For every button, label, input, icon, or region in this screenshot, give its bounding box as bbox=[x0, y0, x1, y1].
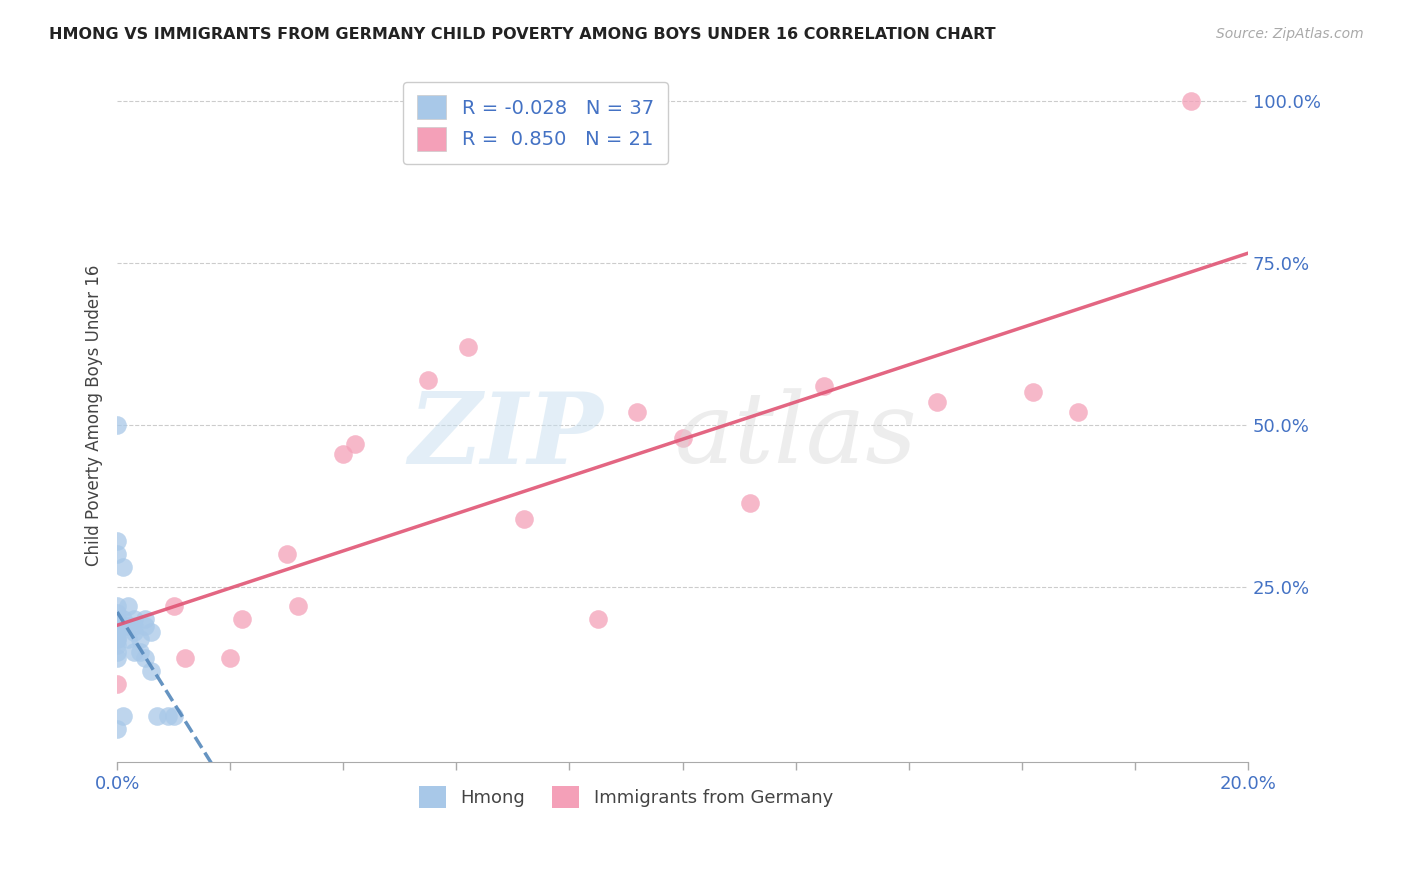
Point bbox=[105, 723, 128, 737]
Point bbox=[111, 612, 134, 626]
Point bbox=[105, 632, 128, 646]
Point bbox=[122, 618, 145, 632]
Point bbox=[105, 651, 128, 665]
Point bbox=[671, 431, 693, 445]
Point bbox=[105, 645, 128, 659]
Point bbox=[117, 618, 139, 632]
Point bbox=[105, 677, 128, 691]
Point bbox=[111, 709, 134, 723]
Point bbox=[122, 625, 145, 640]
Point bbox=[145, 709, 167, 723]
Point bbox=[157, 709, 180, 723]
Point bbox=[111, 560, 134, 574]
Point bbox=[1180, 94, 1202, 108]
Point bbox=[457, 340, 479, 354]
Point bbox=[513, 512, 536, 526]
Point bbox=[219, 651, 242, 665]
Point bbox=[134, 618, 156, 632]
Point bbox=[105, 417, 128, 432]
Point bbox=[117, 632, 139, 646]
Point bbox=[174, 651, 197, 665]
Point bbox=[105, 612, 128, 626]
Point bbox=[813, 379, 835, 393]
Point bbox=[122, 645, 145, 659]
Point bbox=[163, 709, 186, 723]
Point bbox=[626, 405, 648, 419]
Point bbox=[105, 599, 128, 614]
Point bbox=[134, 651, 156, 665]
Text: HMONG VS IMMIGRANTS FROM GERMANY CHILD POVERTY AMONG BOYS UNDER 16 CORRELATION C: HMONG VS IMMIGRANTS FROM GERMANY CHILD P… bbox=[49, 27, 995, 42]
Y-axis label: Child Poverty Among Boys Under 16: Child Poverty Among Boys Under 16 bbox=[86, 264, 103, 566]
Point bbox=[586, 612, 609, 626]
Point bbox=[134, 612, 156, 626]
Text: Source: ZipAtlas.com: Source: ZipAtlas.com bbox=[1216, 27, 1364, 41]
Legend: Hmong, Immigrants from Germany: Hmong, Immigrants from Germany bbox=[412, 779, 841, 815]
Point bbox=[117, 599, 139, 614]
Point bbox=[111, 618, 134, 632]
Point bbox=[105, 632, 128, 646]
Point bbox=[105, 618, 128, 632]
Point bbox=[128, 632, 150, 646]
Point bbox=[122, 612, 145, 626]
Point bbox=[139, 664, 162, 678]
Point bbox=[105, 612, 128, 626]
Point bbox=[276, 548, 298, 562]
Point bbox=[416, 372, 439, 386]
Point bbox=[1067, 405, 1090, 419]
Point bbox=[231, 612, 253, 626]
Point bbox=[287, 599, 309, 614]
Point bbox=[105, 534, 128, 549]
Point bbox=[1022, 385, 1045, 400]
Text: ZIP: ZIP bbox=[408, 388, 603, 484]
Point bbox=[105, 625, 128, 640]
Point bbox=[105, 638, 128, 652]
Point bbox=[105, 618, 128, 632]
Point bbox=[332, 447, 354, 461]
Point bbox=[740, 495, 762, 509]
Point bbox=[343, 437, 366, 451]
Point bbox=[139, 625, 162, 640]
Point bbox=[105, 548, 128, 562]
Point bbox=[128, 645, 150, 659]
Text: atlas: atlas bbox=[675, 388, 917, 483]
Point bbox=[163, 599, 186, 614]
Point bbox=[105, 606, 128, 620]
Point bbox=[925, 395, 948, 409]
